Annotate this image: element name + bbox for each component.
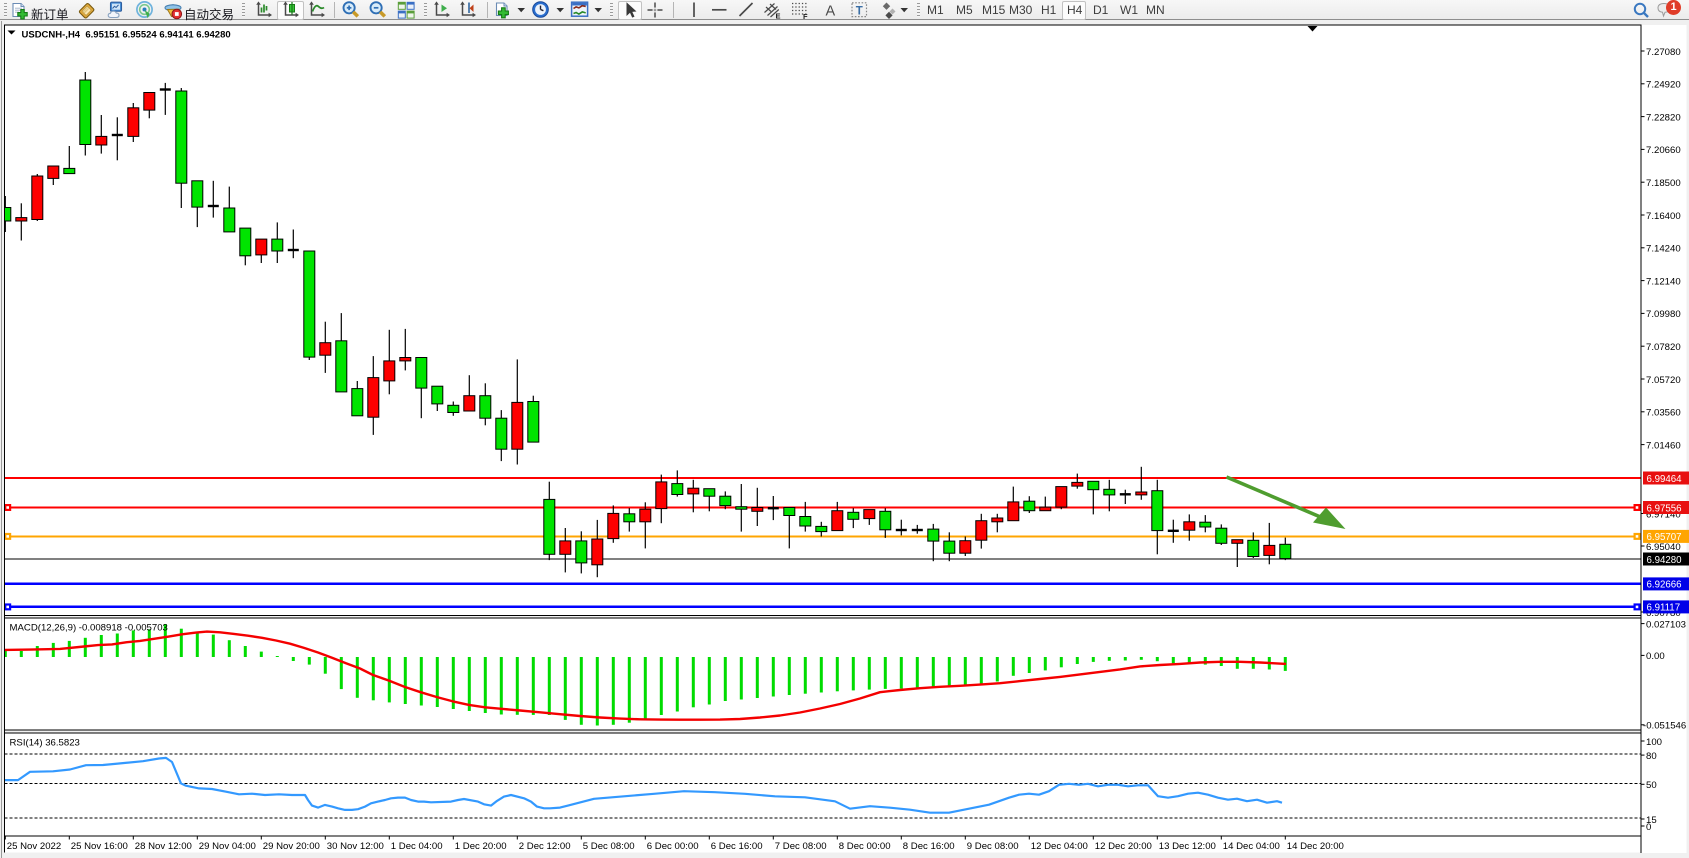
svg-text:7.01460: 7.01460 bbox=[1646, 440, 1681, 451]
svg-text:6.97140: 6.97140 bbox=[1646, 509, 1681, 520]
svg-text:7.27080: 7.27080 bbox=[1646, 47, 1681, 58]
svg-text:6.94280: 6.94280 bbox=[1647, 555, 1683, 566]
svg-text:0: 0 bbox=[1646, 822, 1651, 833]
svg-text:1 Dec 04:00: 1 Dec 04:00 bbox=[391, 841, 443, 852]
svg-text:8 Dec 16:00: 8 Dec 16:00 bbox=[903, 841, 955, 852]
svg-text:7.07820: 7.07820 bbox=[1646, 342, 1681, 353]
svg-text:7.12140: 7.12140 bbox=[1646, 276, 1681, 287]
svg-text:50: 50 bbox=[1646, 780, 1657, 791]
svg-text:7 Dec 08:00: 7 Dec 08:00 bbox=[775, 841, 827, 852]
svg-text:28 Nov 12:00: 28 Nov 12:00 bbox=[135, 841, 192, 852]
svg-text:13 Dec 12:00: 13 Dec 12:00 bbox=[1159, 841, 1216, 852]
svg-text:30 Nov 12:00: 30 Nov 12:00 bbox=[327, 841, 384, 852]
svg-text:7.14240: 7.14240 bbox=[1646, 244, 1681, 255]
svg-text:RSI(14) 36.5823: RSI(14) 36.5823 bbox=[10, 738, 80, 749]
svg-text:7.05720: 7.05720 bbox=[1646, 375, 1681, 386]
svg-text:80: 80 bbox=[1646, 751, 1657, 762]
svg-text:9 Dec 08:00: 9 Dec 08:00 bbox=[967, 841, 1019, 852]
svg-text:7.09980: 7.09980 bbox=[1646, 309, 1681, 320]
svg-text:14 Dec 20:00: 14 Dec 20:00 bbox=[1287, 841, 1344, 852]
svg-text:F: F bbox=[803, 12, 808, 21]
svg-text:USDCNH-,H4 6.95151 6.95524 6.: USDCNH-,H4 6.95151 6.95524 6.94141 6.942… bbox=[22, 30, 231, 41]
svg-text:MACD(12,26,9) -0.008918 -0.005: MACD(12,26,9) -0.008918 -0.005703 bbox=[10, 623, 168, 634]
svg-text:A: A bbox=[826, 4, 836, 20]
svg-text:T: T bbox=[856, 6, 863, 18]
svg-text:25 Nov 2022: 25 Nov 2022 bbox=[7, 841, 61, 852]
svg-text:1 Dec 20:00: 1 Dec 20:00 bbox=[455, 841, 507, 852]
svg-text:100: 100 bbox=[1646, 737, 1662, 748]
svg-text:7.22820: 7.22820 bbox=[1646, 112, 1681, 123]
svg-text:2 Dec 12:00: 2 Dec 12:00 bbox=[519, 841, 571, 852]
svg-text:6.95707: 6.95707 bbox=[1647, 532, 1682, 543]
svg-text:6.95040: 6.95040 bbox=[1646, 542, 1681, 553]
svg-text:7.24920: 7.24920 bbox=[1646, 80, 1681, 91]
svg-text:7.16400: 7.16400 bbox=[1646, 211, 1681, 222]
svg-text:12 Dec 20:00: 12 Dec 20:00 bbox=[1095, 841, 1152, 852]
svg-text:25 Nov 16:00: 25 Nov 16:00 bbox=[71, 841, 128, 852]
svg-text:7.03560: 7.03560 bbox=[1646, 408, 1681, 419]
svg-text:6.99464: 6.99464 bbox=[1647, 474, 1683, 485]
svg-text:6.92666: 6.92666 bbox=[1647, 580, 1682, 591]
svg-text:-0.051546: -0.051546 bbox=[1643, 721, 1686, 732]
svg-text:5 Dec 08:00: 5 Dec 08:00 bbox=[583, 841, 635, 852]
svg-text:6 Dec 00:00: 6 Dec 00:00 bbox=[647, 841, 699, 852]
svg-text:6.97556: 6.97556 bbox=[1647, 503, 1682, 514]
svg-text:0.027103: 0.027103 bbox=[1646, 619, 1686, 630]
svg-text:E: E bbox=[776, 12, 781, 21]
svg-text:7.20660: 7.20660 bbox=[1646, 145, 1681, 156]
svg-text:14 Dec 04:00: 14 Dec 04:00 bbox=[1223, 841, 1280, 852]
svg-text:6 Dec 16:00: 6 Dec 16:00 bbox=[711, 841, 763, 852]
svg-text:29 Nov 04:00: 29 Nov 04:00 bbox=[199, 841, 256, 852]
svg-text:6.91117: 6.91117 bbox=[1647, 603, 1681, 614]
svg-text:12 Dec 04:00: 12 Dec 04:00 bbox=[1031, 841, 1088, 852]
svg-text:7.18500: 7.18500 bbox=[1646, 178, 1681, 189]
svg-text:8 Dec 00:00: 8 Dec 00:00 bbox=[839, 841, 891, 852]
svg-text:15: 15 bbox=[1646, 815, 1657, 826]
svg-text:0.00: 0.00 bbox=[1646, 651, 1665, 662]
svg-text:29 Nov 20:00: 29 Nov 20:00 bbox=[263, 841, 320, 852]
